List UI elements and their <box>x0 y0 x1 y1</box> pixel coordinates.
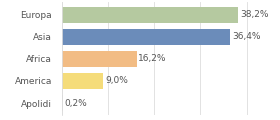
Bar <box>62 7 238 23</box>
Text: 0,2%: 0,2% <box>64 99 87 108</box>
Bar <box>62 51 137 67</box>
Text: 36,4%: 36,4% <box>232 32 260 41</box>
Text: 38,2%: 38,2% <box>240 10 269 19</box>
Text: 16,2%: 16,2% <box>138 54 167 63</box>
Bar <box>62 29 230 45</box>
Bar <box>62 73 103 89</box>
Text: 9,0%: 9,0% <box>105 76 128 85</box>
